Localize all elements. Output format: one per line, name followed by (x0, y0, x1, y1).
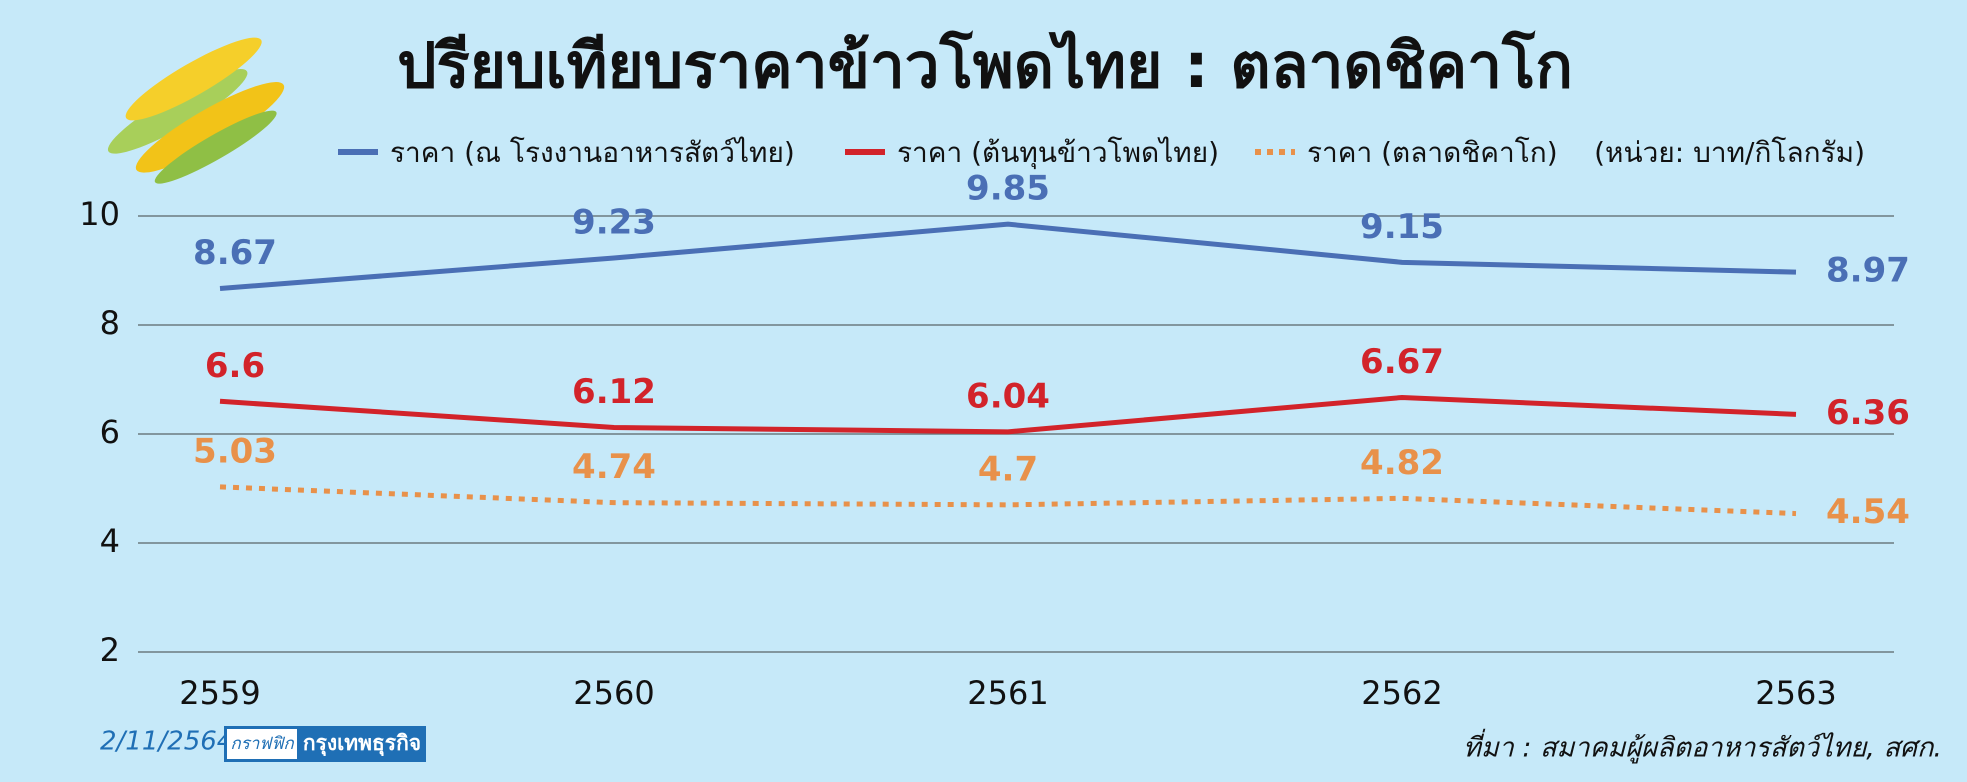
date: 2/11/2564 (100, 727, 233, 757)
value-label: 6.36 (1826, 393, 1910, 433)
chart-title: ปรียบเทียบราคาข้าวโพดไทย : ตลาดชิคาโก (397, 29, 1573, 102)
legend-label: ราคา (ณ โรงงานอาหารสัตว์ไทย) (390, 136, 795, 169)
y-tick-label: 6 (100, 413, 120, 451)
value-label: 4.82 (1360, 443, 1444, 483)
y-tick-label: 8 (100, 304, 120, 342)
unit-note: (หน่วย: บาท/กิโลกรัม) (1594, 136, 1865, 169)
logo-main: กรุงเทพธุรกิจ (303, 731, 421, 757)
value-label: 9.85 (966, 169, 1050, 209)
value-label: 6.6 (205, 346, 265, 386)
value-label: 6.12 (572, 372, 656, 412)
legend-label: ราคา (ตลาดชิคาโก) (1307, 136, 1558, 169)
value-label: 4.54 (1826, 492, 1910, 532)
value-label: 8.67 (193, 233, 277, 273)
value-label: 4.7 (978, 449, 1038, 489)
series-line (219, 394, 1797, 435)
source: ที่มา : สมาคมผู้ผลิตอาหารสัตว์ไทย, สศก. (1463, 729, 1942, 765)
x-tick-label: 2562 (1361, 674, 1442, 712)
logo-small: กราฟฟิก (230, 734, 294, 754)
legend-label: ราคา (ต้นทุนข้าวโพดไทย) (897, 136, 1219, 170)
x-tick-label: 2559 (179, 674, 260, 712)
x-tick-label: 2560 (573, 674, 654, 712)
logo-inner (227, 729, 297, 759)
value-label: 4.74 (572, 447, 656, 487)
value-label: 8.97 (1826, 251, 1910, 291)
corn-illustration (107, 37, 285, 184)
series-line (219, 221, 1797, 291)
y-tick-label: 4 (100, 522, 120, 560)
value-label: 5.03 (193, 431, 277, 471)
value-label: 6.67 (1360, 342, 1444, 382)
x-tick-label: 2563 (1755, 674, 1836, 712)
value-label: 6.04 (966, 376, 1050, 416)
y-tick-label: 10 (79, 195, 120, 233)
value-label: 9.15 (1360, 207, 1444, 247)
x-tick-label: 2561 (967, 674, 1048, 712)
value-label: 9.23 (572, 202, 656, 242)
y-tick-label: 2 (100, 631, 120, 669)
series-line (219, 484, 1797, 517)
